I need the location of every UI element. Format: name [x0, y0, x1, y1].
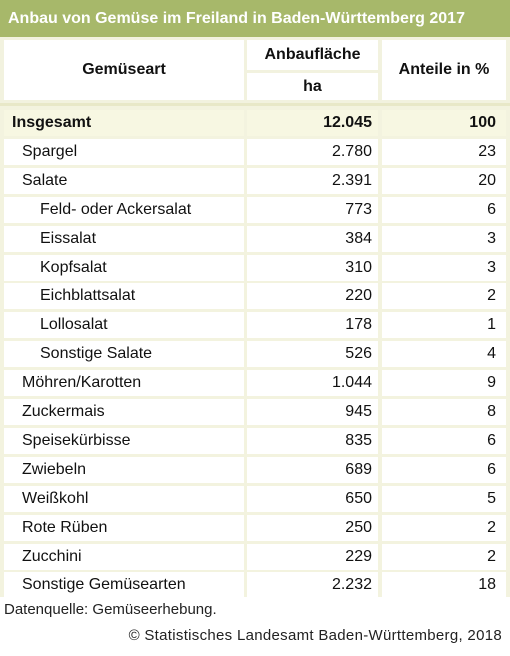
cell-anbauflaeche: 220 — [247, 283, 378, 310]
table-title-text: Anbau von Gemüse im Freiland in Baden-Wü… — [8, 9, 465, 27]
table-body: Insgesamt 12.045 100 Spargel 2.780 23 Salate 2.… — [0, 106, 510, 599]
cell-anteil: 2 — [382, 283, 506, 310]
table-row: Weißkohl 650 5 — [0, 485, 510, 512]
cell-anbauflaeche: 384 — [247, 225, 378, 252]
cell-gemueseart: Spargel — [4, 138, 244, 165]
cell-anbauflaeche: 526 — [247, 341, 378, 368]
table-row: Eissalat 384 3 — [0, 225, 510, 252]
cell-anbauflaeche: 835 — [247, 427, 378, 454]
cell-gemueseart: Zuckermais — [4, 399, 244, 425]
cell-gemueseart: Speisekürbisse — [4, 427, 244, 454]
table-row: Möhren/Karotten 1.044 9 — [0, 370, 510, 397]
table-row: Kopfsalat 310 3 — [0, 254, 510, 281]
header-unit-ha: ha — [247, 73, 378, 100]
cell-anteil: 6 — [382, 456, 506, 483]
cell-anbauflaeche: 178 — [247, 312, 378, 339]
copyright-note: © Statistisches Landesamt Baden-Württemb… — [128, 627, 502, 644]
table-row: Eichblattsalat 220 2 — [0, 283, 510, 310]
cell-anbauflaeche: 945 — [247, 399, 378, 425]
cell-anbauflaeche: 12.045 — [247, 110, 378, 136]
footer: Datenquelle: Gemüseerhebung. © Statistis… — [0, 597, 510, 656]
table-title: Anbau von Gemüse im Freiland in Baden-Wü… — [0, 0, 510, 37]
cell-gemueseart: Lollosalat — [4, 312, 244, 339]
header-anteile: Anteile in % — [382, 40, 506, 100]
cell-anteil: 18 — [382, 572, 506, 599]
cell-anteil: 4 — [382, 341, 506, 368]
cell-anteil: 20 — [382, 167, 506, 194]
cell-anteil: 23 — [382, 138, 506, 165]
cell-gemueseart: Zwiebeln — [4, 456, 244, 483]
table-row: Sonstige Salate 526 4 — [0, 341, 510, 368]
cell-anteil: 100 — [382, 110, 506, 136]
cell-anteil: 2 — [382, 543, 506, 570]
cell-anbauflaeche: 650 — [247, 485, 378, 512]
table-row: Zucchini 229 2 — [0, 543, 510, 570]
cell-anbauflaeche: 2.232 — [247, 572, 378, 599]
cell-anbauflaeche: 310 — [247, 254, 378, 281]
cell-anteil: 6 — [382, 196, 506, 223]
table-row: Zuckermais 945 8 — [0, 399, 510, 425]
header-anbauflaeche: Anbaufläche — [247, 40, 378, 70]
table-row: Sonstige Gemüsearten 2.232 18 — [0, 572, 510, 599]
table-row: Rote Rüben 250 2 — [0, 514, 510, 541]
cell-gemueseart: Sonstige Gemüsearten — [4, 572, 244, 599]
cell-gemueseart: Rote Rüben — [4, 514, 244, 541]
header-gemueseart: Gemüseart — [4, 40, 244, 100]
cell-anbauflaeche: 2.391 — [247, 167, 378, 194]
cell-anbauflaeche: 2.780 — [247, 138, 378, 165]
cell-gemueseart: Sonstige Salate — [4, 341, 244, 368]
table-row: Spargel 2.780 23 — [0, 138, 510, 165]
data-source-note: Datenquelle: Gemüseerhebung. — [4, 601, 217, 618]
cell-anbauflaeche: 773 — [247, 196, 378, 223]
cell-gemueseart: Eissalat — [4, 225, 244, 252]
cell-anteil: 2 — [382, 514, 506, 541]
cell-anteil: 9 — [382, 370, 506, 397]
cell-gemueseart: Möhren/Karotten — [4, 370, 244, 397]
table-row-total: Insgesamt 12.045 100 — [0, 110, 510, 136]
cell-anbauflaeche: 1.044 — [247, 370, 378, 397]
table-row: Feld- oder Ackersalat 773 6 — [0, 196, 510, 223]
cell-anbauflaeche: 229 — [247, 543, 378, 570]
cell-gemueseart: Zucchini — [4, 543, 244, 570]
header-divider — [0, 103, 510, 106]
cell-gemueseart: Eichblattsalat — [4, 283, 244, 310]
cell-gemueseart: Weißkohl — [4, 485, 244, 512]
cell-gemueseart: Insgesamt — [4, 110, 244, 136]
cell-anteil: 1 — [382, 312, 506, 339]
cell-anteil: 3 — [382, 225, 506, 252]
table-row: Zwiebeln 689 6 — [0, 456, 510, 483]
table-header: Gemüseart Anbaufläche ha Anteile in % — [0, 37, 510, 103]
cell-gemueseart: Feld- oder Ackersalat — [4, 196, 244, 223]
table-row: Speisekürbisse 835 6 — [0, 427, 510, 454]
cell-gemueseart: Kopfsalat — [4, 254, 244, 281]
table-row: Salate 2.391 20 — [0, 167, 510, 194]
cell-anbauflaeche: 689 — [247, 456, 378, 483]
cell-anteil: 6 — [382, 427, 506, 454]
cell-gemueseart: Salate — [4, 167, 244, 194]
table-row: Lollosalat 178 1 — [0, 312, 510, 339]
cell-anteil: 3 — [382, 254, 506, 281]
cell-anteil: 5 — [382, 485, 506, 512]
cell-anbauflaeche: 250 — [247, 514, 378, 541]
cell-anteil: 8 — [382, 399, 506, 425]
